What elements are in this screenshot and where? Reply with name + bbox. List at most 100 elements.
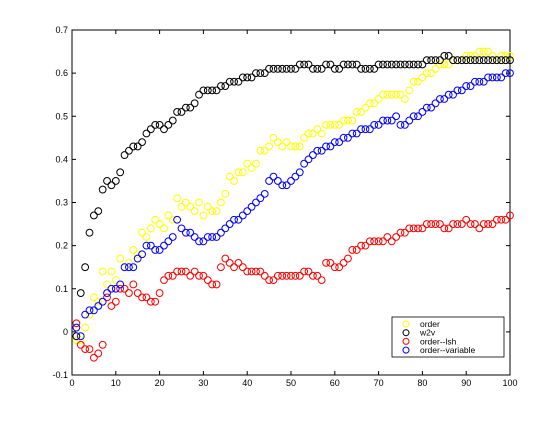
data-point <box>168 215 177 224</box>
data-point <box>282 181 291 190</box>
data-point <box>392 60 401 69</box>
data-point <box>103 289 111 297</box>
data-point <box>357 125 365 134</box>
data-point <box>81 263 90 272</box>
data-point <box>208 280 217 289</box>
x-tick-label: 60 <box>330 378 340 388</box>
data-point <box>107 181 116 190</box>
data-point <box>304 155 313 164</box>
data-point <box>146 241 155 250</box>
data-point <box>313 64 322 73</box>
data-point <box>330 138 339 147</box>
data-point <box>195 271 203 280</box>
data-point <box>436 95 444 103</box>
legend-label: order--lsh <box>420 336 457 346</box>
data-point <box>81 323 90 332</box>
data-point <box>457 56 466 65</box>
data-point <box>265 276 274 285</box>
data-point <box>155 246 164 254</box>
data-point <box>160 241 168 250</box>
data-point <box>365 237 374 246</box>
data-point <box>357 64 365 73</box>
data-point <box>304 267 313 276</box>
data-point <box>405 116 414 125</box>
data-point <box>396 120 405 129</box>
data-point <box>471 51 479 60</box>
data-point <box>221 224 230 233</box>
data-point <box>379 116 387 125</box>
data-point <box>506 211 514 220</box>
data-point <box>400 228 409 237</box>
data-point <box>453 86 462 95</box>
data-point <box>300 133 309 142</box>
data-point <box>427 56 436 65</box>
data-point <box>94 349 103 358</box>
data-point <box>217 228 225 237</box>
axis-ticks: 0 10 20 30 40 50 60 70 80 90 100-0.100.10.20.30.40… <box>52 25 517 388</box>
data-point <box>374 60 383 69</box>
data-point <box>506 69 514 78</box>
data-point <box>497 51 506 60</box>
data-point <box>379 237 387 246</box>
data-point <box>309 151 317 159</box>
data-point <box>405 86 414 95</box>
data-point <box>269 133 278 142</box>
data-point <box>208 86 217 95</box>
data-point <box>431 64 440 73</box>
data-point <box>387 60 396 69</box>
data-point <box>295 168 304 177</box>
data-point <box>317 129 326 138</box>
data-point <box>212 86 221 95</box>
data-point <box>238 73 247 82</box>
data-point <box>326 258 335 267</box>
data-point <box>497 215 506 224</box>
data-point <box>313 125 322 134</box>
data-point <box>151 120 160 129</box>
data-point <box>252 267 260 276</box>
data-point <box>138 250 146 259</box>
data-point <box>436 220 444 228</box>
data-point <box>234 215 243 224</box>
data-point <box>396 60 405 69</box>
data-point <box>260 146 269 155</box>
data-point <box>85 306 94 315</box>
data-point <box>98 185 107 194</box>
data-point <box>506 51 514 60</box>
data-point <box>199 211 208 220</box>
data-point <box>173 194 182 203</box>
data-point <box>492 215 501 224</box>
data-point <box>217 198 225 207</box>
x-tick-label: 50 <box>286 378 296 388</box>
data-point <box>177 202 186 211</box>
data-point <box>164 271 173 280</box>
data-point <box>300 60 309 69</box>
data-point <box>173 215 182 224</box>
data-point <box>129 246 138 254</box>
data-point <box>418 60 427 69</box>
data-point <box>322 258 330 267</box>
data-point <box>217 82 225 90</box>
data-point <box>322 60 330 69</box>
data-point <box>444 224 453 233</box>
data-point <box>352 60 361 69</box>
data-point <box>133 254 142 263</box>
data-point <box>357 241 365 250</box>
data-point <box>409 224 418 233</box>
data-point <box>269 172 278 181</box>
data-point <box>501 215 510 224</box>
data-point <box>173 108 182 116</box>
data-point <box>436 60 444 69</box>
data-point <box>125 146 133 155</box>
data-point <box>400 120 409 129</box>
data-point <box>313 146 322 155</box>
data-point <box>409 77 418 86</box>
data-point <box>361 241 370 250</box>
data-point <box>190 233 199 241</box>
y-tick-label: 0 <box>63 327 68 337</box>
data-point <box>238 168 247 177</box>
data-point <box>256 69 265 78</box>
data-point <box>488 220 497 228</box>
data-point <box>230 77 238 86</box>
y-tick-label: 0.1 <box>55 284 68 294</box>
data-point <box>440 224 449 233</box>
